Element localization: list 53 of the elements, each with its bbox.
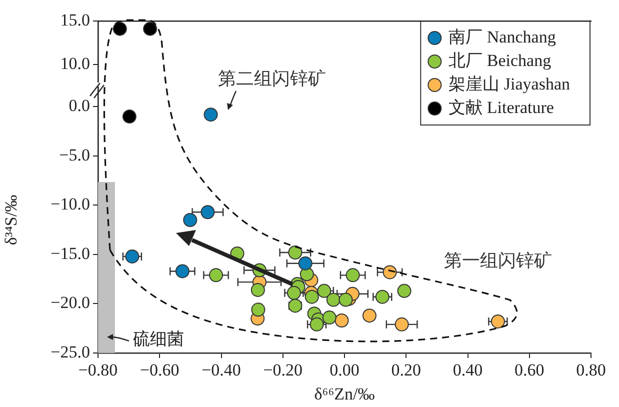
annotation: 第二组闪锌矿 (218, 68, 326, 89)
point (334, 313, 349, 328)
x-tick-label: 0.80 (576, 360, 606, 380)
y-tick-label: −25.0 (50, 342, 90, 362)
x-tick-label: −0.60 (140, 360, 180, 380)
point (394, 317, 409, 332)
point (204, 108, 218, 122)
point (183, 213, 198, 227)
point (288, 298, 302, 313)
point (322, 310, 336, 325)
point (122, 110, 136, 124)
point (346, 268, 360, 282)
point (251, 302, 266, 317)
legend-label: 南厂 Nanchang (448, 27, 556, 46)
point (397, 284, 412, 298)
point (304, 290, 319, 304)
point (250, 282, 265, 297)
y-tick-label: −10.0 (50, 194, 90, 214)
point (310, 317, 324, 332)
x-tick-label: −0.80 (78, 360, 118, 380)
point (298, 256, 312, 270)
x-tick-label: −0.20 (263, 360, 303, 380)
point (362, 308, 376, 323)
point (288, 246, 302, 260)
x-tick-label: 0.00 (330, 360, 360, 380)
y-tick-label: 15.0 (60, 10, 90, 30)
point (200, 205, 215, 220)
x-axis-title: δ⁶⁶Zn/‰ (314, 384, 375, 404)
y-tick-label: −15.0 (50, 244, 90, 263)
y-axis-title: δ³⁴S/‰ (2, 194, 21, 246)
point (209, 268, 224, 282)
annotation: 第一组闪锌矿 (444, 250, 552, 271)
point (375, 290, 390, 304)
point (490, 314, 505, 328)
y-tick-label: −20.0 (50, 293, 90, 312)
point (175, 264, 190, 278)
y-tick-label: 10.0 (60, 54, 90, 73)
legend-label: 架崖山 Jiayashan (448, 74, 570, 94)
point (317, 284, 332, 298)
legend-label: 北厂 Beichang (448, 50, 552, 70)
point (382, 265, 397, 280)
legend-label: 文献 Literature (448, 98, 554, 117)
x-tick-label: 0.20 (391, 360, 421, 380)
point (326, 292, 340, 307)
y-tick-label: 0.0 (68, 96, 90, 116)
band-label: 硫细菌 (132, 329, 184, 348)
point (125, 249, 140, 264)
x-tick-label: 0.40 (452, 360, 483, 380)
y-tick-label: −5.0 (59, 145, 90, 164)
x-tick-label: 0.60 (514, 360, 544, 380)
x-tick-label: −0.40 (202, 360, 241, 380)
point (286, 286, 301, 300)
point (338, 292, 353, 307)
